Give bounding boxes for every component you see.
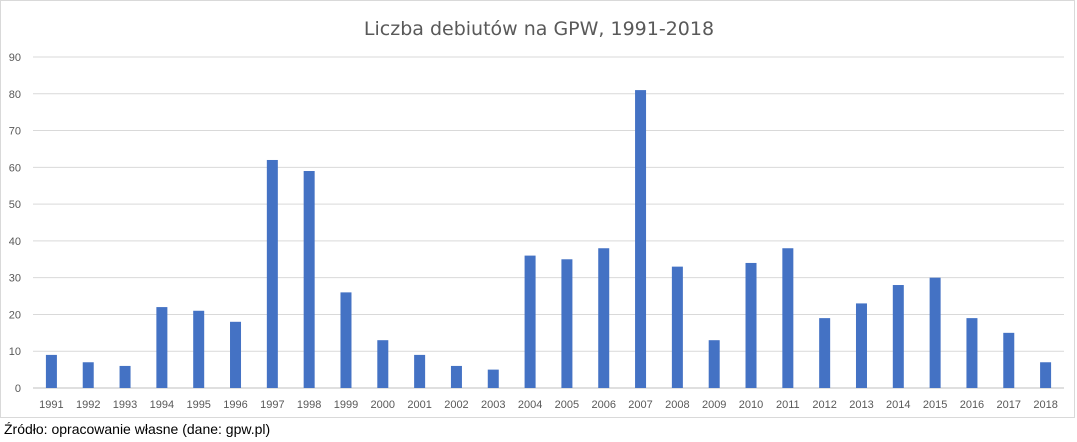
y-tick-label: 40	[9, 236, 21, 248]
bar-2017	[1003, 332, 1015, 388]
bar-1995	[193, 310, 205, 388]
x-tick-label: 2011	[776, 399, 800, 411]
bar-2016	[966, 318, 978, 388]
x-tick-label: 1991	[39, 399, 63, 411]
x-tick-label: 2002	[444, 399, 468, 411]
bar-2007	[635, 90, 647, 388]
x-tick-label: 1999	[334, 399, 358, 411]
x-tick-label: 2004	[518, 399, 542, 411]
source-note: Źródło: opracowanie własne (dane: gpw.pl…	[4, 421, 271, 437]
x-tick-label: 2015	[923, 399, 947, 411]
x-tick-label: 1992	[76, 399, 100, 411]
y-tick-label: 10	[9, 346, 21, 358]
bar-1998	[303, 171, 315, 388]
bar-1993	[119, 365, 131, 388]
bar-2008	[671, 266, 683, 388]
bar-1994	[156, 307, 168, 388]
x-tick-label: 2014	[886, 399, 910, 411]
x-tick-label: 2010	[739, 399, 763, 411]
bar-2018	[1040, 362, 1052, 388]
x-tick-label: 2005	[555, 399, 579, 411]
y-tick-label: 50	[9, 199, 21, 211]
bar-1997	[266, 159, 278, 388]
bar-2003	[487, 369, 499, 388]
bar-chart: Liczba debiutów na GPW, 1991-2018 0 10 20 3…	[9, 18, 1064, 411]
bar-2015	[929, 277, 941, 388]
x-tick-label: 2006	[591, 399, 615, 411]
y-axis-ticks: 0 10 20 30 40 50 60 70 80 90	[9, 52, 21, 395]
chart-title: Liczba debiutów na GPW, 1991-2018	[364, 18, 714, 40]
bar-2002	[450, 365, 462, 388]
x-tick-label: 2012	[812, 399, 836, 411]
y-tick-label: 90	[9, 52, 21, 64]
bar-2009	[708, 340, 720, 388]
bar-2010	[745, 262, 757, 388]
x-tick-label: 2000	[371, 399, 395, 411]
bar-1992	[82, 362, 94, 388]
x-tick-label: 2016	[960, 399, 984, 411]
chart-frame: Liczba debiutów na GPW, 1991-2018 0 10 20 3…	[0, 0, 1075, 418]
x-tick-label: 1993	[113, 399, 137, 411]
x-tick-label: 2018	[1033, 399, 1057, 411]
x-tick-label: 2008	[665, 399, 689, 411]
y-tick-label: 80	[9, 89, 21, 101]
gridlines	[33, 56, 1064, 389]
x-tick-label: 1996	[223, 399, 247, 411]
bar-1999	[340, 292, 352, 388]
bar-2006	[598, 248, 610, 388]
x-tick-label: 2003	[481, 399, 505, 411]
x-axis-ticks: 1991 1992 1993 1994 1995 1996 1997 1998 1999 2000…	[39, 399, 1058, 411]
bars	[45, 90, 1052, 388]
y-tick-label: 60	[9, 162, 21, 174]
bar-2004	[524, 255, 536, 388]
x-tick-label: 1998	[297, 399, 321, 411]
x-tick-label: 2013	[849, 399, 873, 411]
y-tick-label: 30	[9, 273, 21, 285]
x-tick-label: 1997	[260, 399, 284, 411]
bar-1991	[45, 354, 57, 388]
bar-2001	[414, 354, 426, 388]
bar-2011	[782, 248, 794, 388]
bar-2005	[561, 259, 573, 388]
x-tick-label: 2001	[407, 399, 431, 411]
x-tick-label: 2017	[997, 399, 1021, 411]
bar-2014	[892, 285, 904, 388]
bar-2000	[377, 340, 389, 388]
x-tick-label: 1994	[150, 399, 174, 411]
bar-2012	[819, 318, 831, 388]
bar-2013	[855, 303, 867, 388]
x-tick-label: 2007	[628, 399, 652, 411]
y-tick-label: 20	[9, 309, 21, 321]
y-tick-label: 0	[15, 383, 21, 395]
x-tick-label: 1995	[186, 399, 210, 411]
bar-1996	[230, 321, 242, 388]
x-tick-label: 2009	[702, 399, 726, 411]
y-tick-label: 70	[9, 126, 21, 138]
